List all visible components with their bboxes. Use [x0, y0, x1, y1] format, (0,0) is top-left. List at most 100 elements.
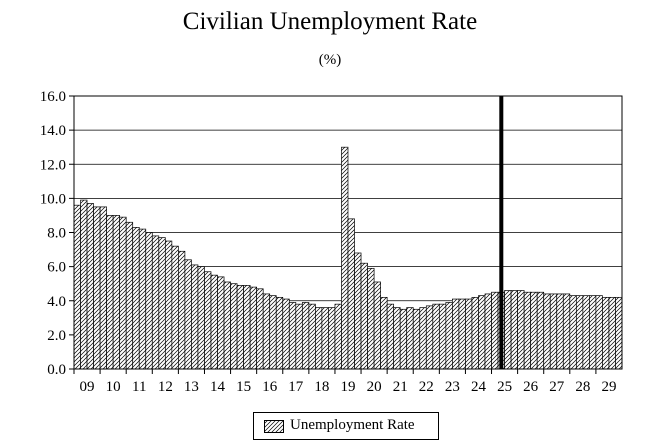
- bar: [399, 308, 408, 370]
- x-tick-label: 27: [549, 379, 565, 395]
- bar: [197, 266, 205, 370]
- bar: [223, 281, 231, 370]
- bar: [425, 305, 434, 370]
- bar: [119, 216, 127, 370]
- bar: [112, 215, 121, 370]
- x-tick-label: 15: [236, 379, 251, 395]
- bar: [151, 235, 160, 370]
- bar: [445, 302, 453, 370]
- bar: [504, 290, 512, 370]
- y-tick-label: 14.0: [40, 123, 66, 139]
- y-tick-label: 10.0: [40, 191, 66, 207]
- bar: [562, 293, 571, 370]
- bar: [510, 290, 518, 370]
- bar: [543, 293, 551, 370]
- bar: [99, 206, 107, 370]
- bar: [158, 237, 166, 370]
- bar: [204, 271, 212, 370]
- bar: [517, 290, 525, 370]
- x-tick-label: 20: [367, 379, 382, 395]
- bar: [582, 295, 590, 370]
- bar: [125, 221, 134, 370]
- bar: [608, 296, 616, 370]
- x-tick-label: 24: [471, 379, 487, 395]
- x-tick-label: 09: [80, 379, 95, 395]
- bar: [243, 285, 251, 370]
- bar: [556, 293, 564, 370]
- bars-group: [73, 146, 623, 370]
- bar: [589, 295, 597, 370]
- bar: [615, 296, 623, 370]
- legend-label: Unemployment Rate: [290, 417, 415, 433]
- bar: [595, 295, 603, 370]
- bar: [275, 296, 284, 370]
- bar: [106, 215, 114, 370]
- bar: [334, 303, 342, 370]
- x-tick-label: 28: [575, 379, 590, 395]
- bar: [478, 295, 486, 370]
- bar: [262, 293, 271, 370]
- bar: [341, 146, 349, 370]
- bar: [484, 293, 492, 370]
- bar: [178, 250, 186, 370]
- bar: [458, 298, 466, 370]
- bar: [184, 259, 192, 370]
- bar: [523, 291, 532, 370]
- y-tick-label: 8.0: [47, 226, 66, 242]
- bar: [295, 303, 303, 370]
- x-tick-label: 22: [419, 379, 434, 395]
- bar: [80, 199, 88, 370]
- x-tick-label: 17: [288, 379, 304, 395]
- bar: [419, 307, 427, 370]
- x-tick-label: 23: [445, 379, 460, 395]
- x-tick-label: 16: [262, 379, 278, 395]
- bar: [256, 288, 264, 370]
- bar: [569, 295, 577, 370]
- bar: [367, 267, 375, 370]
- x-tick-label: 18: [314, 379, 329, 395]
- x-tick-label: 11: [132, 379, 146, 395]
- bar: [191, 264, 199, 370]
- bar: [217, 276, 225, 370]
- bar: [549, 293, 558, 370]
- bar: [530, 291, 538, 370]
- legend-swatch-icon: [264, 420, 284, 433]
- bar: [347, 218, 355, 370]
- y-tick-label: 4.0: [47, 294, 66, 310]
- bar: [438, 303, 447, 370]
- y-tick-label: 16.0: [40, 89, 66, 105]
- bar: [393, 307, 401, 370]
- bar: [536, 291, 545, 370]
- x-tick-label: 26: [523, 379, 539, 395]
- x-tick-label: 29: [601, 379, 616, 395]
- bar: [282, 298, 290, 370]
- x-tick-label: 13: [184, 379, 199, 395]
- bar: [471, 296, 479, 370]
- legend: Unemployment Rate: [253, 412, 439, 440]
- y-tick-label: 0.0: [47, 362, 66, 378]
- x-tick-label: 10: [106, 379, 121, 395]
- chart-subtitle: (%): [318, 52, 342, 68]
- bar: [432, 303, 440, 370]
- bar: [93, 206, 101, 370]
- bar: [301, 302, 310, 370]
- bar: [354, 252, 362, 370]
- bar: [288, 302, 297, 370]
- x-tick-label: 14: [210, 379, 226, 395]
- bar: [575, 295, 584, 370]
- x-tick-label: 19: [341, 379, 356, 395]
- bar: [491, 291, 499, 370]
- bar: [86, 203, 94, 370]
- y-tick-label: 12.0: [40, 157, 66, 173]
- y-axis-ticks: 0.0 2.0 4.0 6.0 8.0 10.0 12.0 14.0 16.0: [40, 89, 74, 378]
- bar: [380, 296, 388, 370]
- bar: [406, 307, 414, 370]
- bar: [171, 245, 179, 370]
- bar: [236, 285, 244, 370]
- bar: [465, 298, 473, 370]
- bar: [138, 228, 147, 370]
- x-axis-ticks: 09 10 11 12 13 14 15 16 17 18 19 20 21 22 23 24 25 26 27 28…: [73, 369, 616, 395]
- x-tick-label: 12: [158, 379, 173, 395]
- bar: [308, 303, 316, 370]
